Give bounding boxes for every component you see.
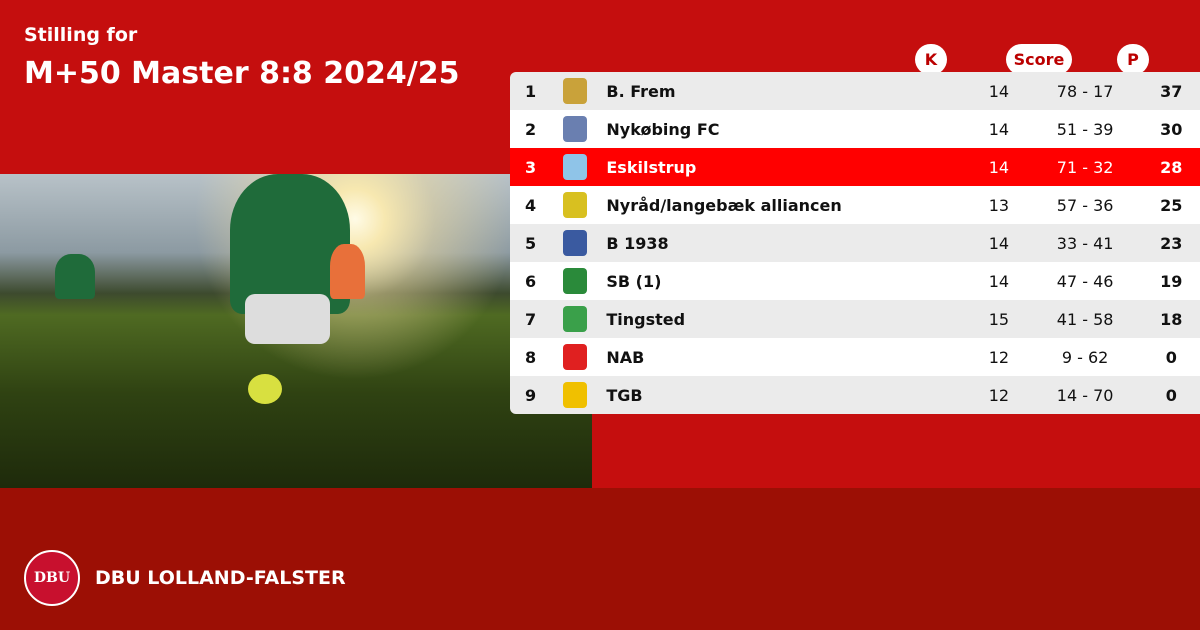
page-title: M+50 Master 8:8 2024/25 [24,56,460,91]
table-row: 8 NAB 12 9 - 62 0 [510,338,1200,376]
position: 4 [525,195,537,215]
table-row: 3 Eskilstrup 14 71 - 32 28 [510,148,1200,186]
team-name: Eskilstrup [606,157,697,177]
subtitle: Stilling for [24,24,138,46]
team-logo-icon [563,268,606,294]
column-header-score: Score [1006,44,1072,75]
matches-played: 14 [988,271,1010,291]
seal-text: DBU [33,570,71,586]
team-logo-icon [563,382,606,408]
matches-played: 12 [988,385,1010,405]
position: 1 [525,81,537,101]
position: 2 [525,119,537,139]
footer-background [0,488,1200,630]
points: 0 [1165,385,1177,405]
table-row: 9 TGB 12 14 - 70 0 [510,376,1200,414]
team-name: Nyråd/langebæk alliancen [606,195,842,215]
table-row: 5 B 1938 14 33 - 41 23 [510,224,1200,262]
position: 6 [525,271,537,291]
score: 47 - 46 [1056,271,1114,291]
team-logo-icon [563,230,606,256]
table-row: 1 B. Frem 14 78 - 17 37 [510,72,1200,110]
matches-played: 14 [988,157,1010,177]
score: 33 - 41 [1056,233,1114,253]
points: 23 [1160,233,1183,253]
score: 14 - 70 [1056,385,1114,405]
team-logo-icon [563,306,606,332]
team-name: Nykøbing FC [606,119,720,139]
team-name: SB (1) [606,271,662,291]
score: 71 - 32 [1056,157,1114,177]
points: 19 [1160,271,1183,291]
team-name: TGB [606,385,643,405]
matches-played: 15 [988,309,1010,329]
score: 78 - 17 [1056,81,1114,101]
team-name: NAB [606,347,645,367]
table-row: 7 Tingsted 15 41 - 58 18 [510,300,1200,338]
matches-played: 14 [988,81,1010,101]
dbu-seal-logo: DBU [24,550,80,606]
matches-played: 13 [988,195,1010,215]
team-logo-icon [563,78,606,104]
position: 7 [525,309,537,329]
table-row: 2 Nykøbing FC 14 51 - 39 30 [510,110,1200,148]
table-row: 6 SB (1) 14 47 - 46 19 [510,262,1200,300]
points: 0 [1165,347,1177,367]
team-name: B. Frem [606,81,676,101]
standings-table: 1 B. Frem 14 78 - 17 37 2 Nykøbing FC 14 … [510,72,1200,414]
points: 28 [1160,157,1183,177]
team-name: Tingsted [606,309,686,329]
team-logo-icon [563,344,606,370]
score: 41 - 58 [1056,309,1114,329]
team-logo-icon [563,154,606,180]
table-row: 4 Nyråd/langebæk alliancen 13 57 - 36 25 [510,186,1200,224]
score: 57 - 36 [1056,195,1114,215]
position: 9 [525,385,537,405]
score: 51 - 39 [1056,119,1114,139]
matches-played: 12 [988,347,1010,367]
position: 3 [525,157,537,177]
position: 5 [525,233,537,253]
position: 8 [525,347,537,367]
points: 30 [1160,119,1183,139]
points: 37 [1160,81,1183,101]
matches-played: 14 [988,233,1010,253]
points: 25 [1160,195,1183,215]
football-photo [0,174,592,488]
matches-played: 14 [988,119,1010,139]
score: 9 - 62 [1061,347,1109,367]
brand-name: DBU LOLLAND-FALSTER [95,567,346,589]
column-header-p: P [1117,44,1149,75]
team-logo-icon [563,116,606,142]
team-name: B 1938 [606,233,669,253]
points: 18 [1160,309,1183,329]
team-logo-icon [563,192,606,218]
column-header-k: K [915,44,947,75]
